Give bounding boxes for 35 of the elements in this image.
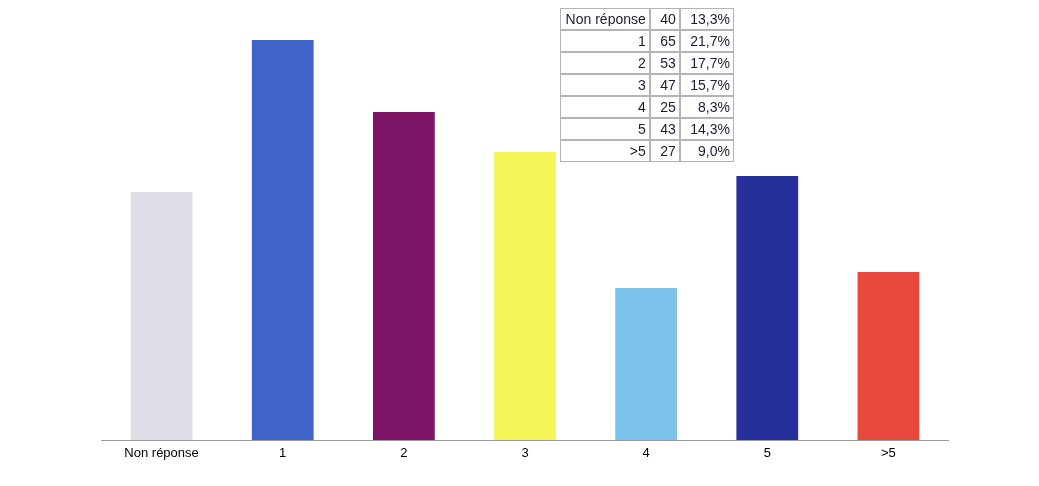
bar <box>251 40 314 440</box>
annotation: 65 <box>660 33 676 49</box>
annotation: 1 <box>638 33 646 49</box>
annotation: 3 <box>638 77 646 93</box>
x-tick-label: 5 <box>763 444 771 460</box>
x-tick-label: 2 <box>400 444 408 460</box>
bar <box>857 272 920 440</box>
annotation: 9,0% <box>698 143 730 159</box>
annotation: 27 <box>660 143 676 159</box>
text: 13,3% <box>690 11 730 27</box>
annotation: 47 <box>660 77 676 93</box>
x-tick-label: 3 <box>521 444 529 460</box>
annotation: 21,7% <box>690 33 730 49</box>
bar <box>372 112 435 440</box>
annotation: 25 <box>660 99 676 115</box>
annotation: >5 <box>629 143 646 159</box>
text: 40 <box>660 11 676 27</box>
annotation: 15,7% <box>690 77 730 93</box>
annotation: 4 <box>638 99 646 115</box>
annotation: 2 <box>638 55 646 71</box>
bar <box>615 288 678 440</box>
x-tick-label: >5 <box>881 444 896 460</box>
annotation: 53 <box>660 55 676 71</box>
bar <box>130 192 193 440</box>
x-tick-label: Non réponse <box>124 444 199 460</box>
bar <box>736 176 799 440</box>
annotation: 17,7% <box>690 55 730 71</box>
x-tick-label: 1 <box>279 444 287 460</box>
text: Non réponse <box>565 11 646 27</box>
x-tick-label: 4 <box>642 444 650 460</box>
bar <box>494 152 556 440</box>
annotation: 5 <box>638 121 646 137</box>
annotation: 43 <box>660 121 676 137</box>
annotation: 14,3% <box>690 121 730 137</box>
annotation: 8,3% <box>698 99 730 115</box>
